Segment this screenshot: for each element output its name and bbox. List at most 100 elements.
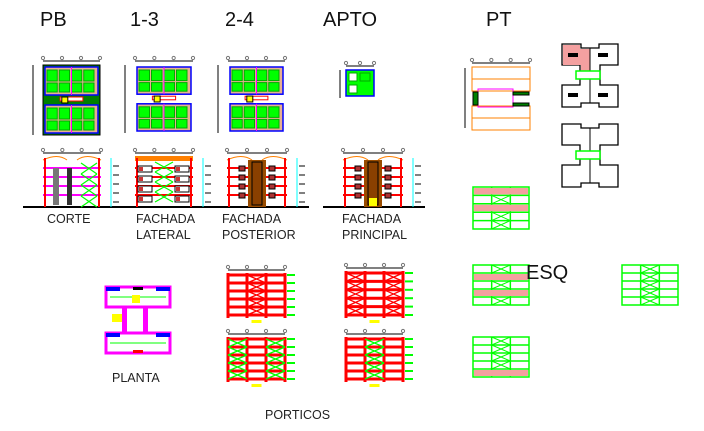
grid-bubble	[97, 55, 103, 61]
stair-detail-1	[472, 186, 530, 230]
grid-bubble	[263, 264, 269, 270]
brace	[265, 362, 286, 372]
room	[138, 69, 150, 82]
outline-plan-top	[561, 43, 619, 108]
column	[122, 307, 127, 333]
floor-plan-apto	[339, 60, 377, 98]
corridor	[575, 150, 601, 160]
stair-detail-3	[621, 264, 679, 306]
room	[58, 69, 70, 82]
room	[256, 118, 268, 129]
window	[354, 192, 362, 199]
room	[176, 69, 188, 82]
grid-bubble	[282, 328, 288, 334]
brace	[227, 362, 248, 372]
window-sill	[176, 177, 180, 181]
blue-slab	[106, 333, 120, 337]
window	[238, 192, 246, 199]
brace	[364, 338, 385, 348]
room	[151, 69, 163, 82]
label-line: LATERAL	[136, 228, 191, 242]
label-line: FACHADA	[136, 212, 196, 226]
window-sill	[176, 167, 180, 171]
label-fachada-lateral: FACHADA LATERAL	[136, 211, 195, 243]
label-fachada-posterior: FACHADA POSTERIOR	[222, 211, 296, 243]
grid-bubble	[343, 262, 349, 268]
grid-bubble	[508, 57, 513, 63]
elevation-fachada-lateral	[115, 147, 215, 208]
grid-bubble	[343, 328, 349, 334]
room	[163, 82, 175, 92]
grid-bubble	[400, 328, 406, 334]
core	[477, 88, 514, 108]
blue-slab	[106, 287, 120, 291]
room	[83, 120, 95, 131]
grid-bubble	[244, 328, 250, 334]
room	[243, 82, 255, 92]
grid-bubble	[132, 55, 138, 61]
room	[58, 82, 70, 93]
window	[354, 183, 362, 190]
brace	[227, 346, 248, 356]
room	[243, 118, 255, 129]
structural-plan	[104, 285, 172, 355]
grid-bubble	[381, 328, 387, 334]
roof-arch	[342, 156, 404, 161]
grid-frame	[621, 264, 679, 306]
window	[354, 165, 362, 172]
stair	[53, 168, 59, 205]
grid-bubble	[190, 147, 196, 153]
brace	[640, 264, 660, 274]
brace	[345, 289, 366, 299]
brace	[491, 336, 511, 346]
brace	[265, 354, 286, 364]
hatched-area	[563, 45, 590, 72]
grid-bubble	[225, 55, 231, 61]
elevator	[61, 96, 69, 104]
grid-bubble	[400, 147, 406, 153]
brace	[265, 370, 286, 380]
brace	[227, 370, 248, 380]
label-fachada-principal: FACHADA PRINCIPAL	[342, 211, 407, 243]
band	[471, 78, 531, 92]
grid-bubble	[59, 55, 65, 61]
grid-bubble	[357, 60, 363, 66]
room	[71, 120, 83, 131]
title-2-4: 2-4	[225, 9, 254, 31]
brace	[640, 296, 660, 306]
furniture	[598, 93, 608, 97]
room	[359, 72, 371, 82]
stair-core	[244, 95, 269, 101]
band	[471, 66, 531, 80]
grid-bubble	[362, 328, 368, 334]
room	[176, 82, 188, 92]
grid-bubble	[489, 57, 494, 63]
room	[348, 84, 358, 94]
wall	[512, 102, 530, 107]
room	[138, 106, 150, 118]
room	[46, 69, 58, 82]
brace	[246, 298, 267, 308]
portico-4	[343, 328, 413, 387]
hatched-row	[474, 290, 528, 296]
floor-plan-pb	[32, 55, 103, 136]
elevation-fachada-principal	[323, 147, 425, 208]
window	[174, 175, 190, 183]
brace	[345, 272, 366, 282]
brace	[154, 181, 174, 193]
room	[138, 118, 150, 129]
window-sill	[139, 197, 143, 201]
title-esq: ESQ	[526, 262, 569, 284]
grid-bubble	[282, 55, 288, 61]
brace	[491, 360, 511, 370]
grid-bubble	[244, 147, 250, 153]
stair-core	[251, 161, 263, 206]
furniture	[598, 53, 608, 57]
stair-detail-esq	[472, 264, 530, 306]
elevation-fachada-posterior	[207, 147, 309, 208]
window	[384, 165, 392, 172]
grid-bubble	[381, 262, 387, 268]
grid-bubble	[263, 55, 269, 61]
room	[243, 69, 255, 82]
